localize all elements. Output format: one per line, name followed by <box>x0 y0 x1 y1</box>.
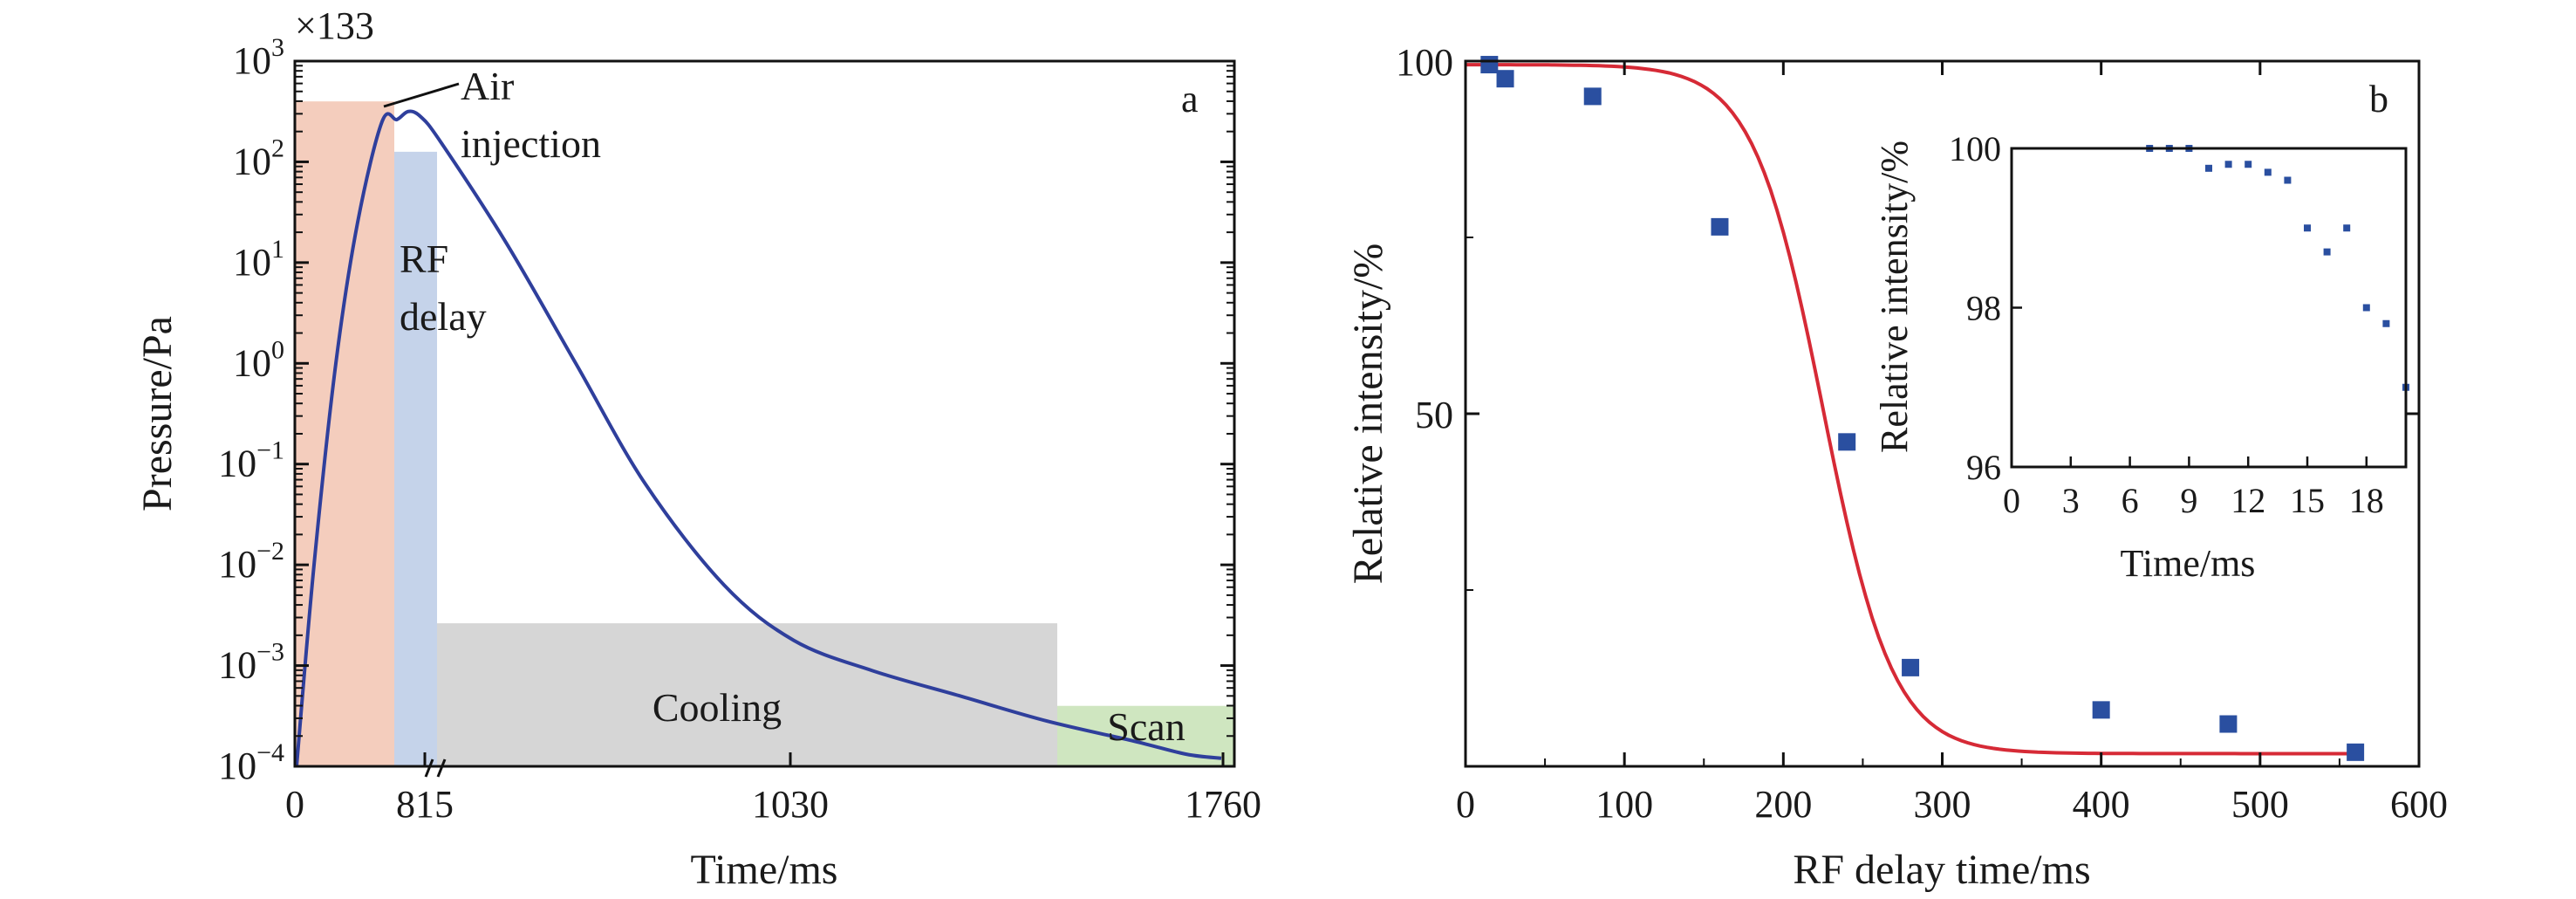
x-tick-label: 0 <box>1456 783 1475 826</box>
inset-x-tick-label: 9 <box>2180 481 2197 520</box>
x-tick-label: 100 <box>1595 783 1653 826</box>
inset-data-point <box>2323 248 2331 256</box>
data-point <box>1496 70 1514 88</box>
panel-b-x-ticks: 0 100 200 300 400 500 600 <box>1456 61 2448 826</box>
scan-label: Scan <box>1107 704 1185 749</box>
panel-b-letter: b <box>2369 78 2388 120</box>
x-tick-label: 1030 <box>752 783 829 826</box>
y-tick-label: 100 <box>233 335 284 384</box>
data-point <box>2092 701 2110 719</box>
panel-a-letter: a <box>1181 78 1199 120</box>
inset-data-point <box>2343 224 2351 232</box>
inset-x-ticks: 0 3 6 9 12 15 18 <box>2003 456 2384 520</box>
panel-b-chart: 50 100 0 100 200 300 400 500 600 b RF delay tim… <box>1345 41 2448 893</box>
rf-delay-label-2: delay <box>400 294 487 339</box>
x-tick-label: 300 <box>1914 783 1971 826</box>
data-point <box>1583 87 1602 106</box>
panel-a-x-axis-label: Time/ms <box>691 847 838 893</box>
panel-a-y-axis-label: Pressure/Pa <box>134 316 181 511</box>
data-point <box>2347 743 2365 761</box>
inset-data-point <box>2362 304 2370 312</box>
x-tick-label: 400 <box>2073 783 2130 826</box>
data-point <box>2219 715 2238 733</box>
inset-y-tick-label: 100 <box>1949 129 2001 168</box>
multiplier-label: ×133 <box>295 4 374 47</box>
data-point <box>1902 658 1920 676</box>
inset-data-point <box>2224 161 2232 168</box>
inset-x-tick-label: 0 <box>2003 481 2020 520</box>
annotation-leader <box>383 82 460 108</box>
inset-data-point <box>2382 319 2390 327</box>
inset-data-point <box>2264 168 2272 176</box>
inset-x-tick-label: 3 <box>2062 481 2080 520</box>
inset-y-ticks: 96 98 100 <box>1949 129 2022 487</box>
y-tick-label: 103 <box>233 33 284 82</box>
x-tick-label: 200 <box>1754 783 1812 826</box>
inset-x-tick-label: 6 <box>2122 481 2139 520</box>
y-tick-label: 101 <box>233 235 284 284</box>
panel-a-regions <box>295 101 1234 766</box>
axis-break-mark <box>436 758 447 778</box>
inset-data-point <box>2284 176 2292 184</box>
inset-background <box>2012 148 2406 467</box>
data-point <box>1711 217 1729 236</box>
inset-data-point <box>2205 164 2212 172</box>
x-tick-label: 500 <box>2231 783 2289 826</box>
panel-a-frame <box>293 59 1236 768</box>
axis-break-mark <box>424 758 434 778</box>
inset-chart: 96 98 100 0 3 6 9 12 15 18 Time/ms Relative inte… <box>1873 129 2409 585</box>
y-tick-label: 10−2 <box>218 537 284 586</box>
inset-x-tick-label: 12 <box>2231 481 2265 520</box>
inset-y-axis-label: Relative intensity/% <box>1873 141 1916 453</box>
panel-b-x-axis-label: RF delay time/ms <box>1793 847 2090 893</box>
y-tick-label: 100 <box>1396 41 1453 84</box>
inset-y-tick-label: 98 <box>1966 289 2001 328</box>
panel-b-y-axis-label: Relative intensity/% <box>1345 244 1391 585</box>
inset-x-tick-label: 18 <box>2349 481 2384 520</box>
inset-x-tick-label: 15 <box>2290 481 2325 520</box>
x-tick-label: 1760 <box>1185 783 1261 826</box>
panel-a-y-ticks: 103 102 101 100 10−1 10−2 10−3 10−4 <box>218 33 1234 787</box>
rf-delay-label-1: RF <box>400 237 448 281</box>
data-point <box>1480 56 1499 74</box>
panel-b-y-ticks: 50 100 <box>1396 41 2419 591</box>
inset-data-point <box>2245 161 2252 168</box>
region-rf-delay <box>394 151 437 766</box>
data-point <box>1838 433 1856 451</box>
y-tick-label: 10−3 <box>218 638 284 687</box>
annotation-line-2: injection <box>461 121 601 166</box>
x-tick-label: 0 <box>285 783 304 826</box>
annotation-line-1: Air <box>461 64 514 108</box>
panel-a-chart: 103 102 101 100 10−1 10−2 10−3 10−4 0 815 1030 176… <box>134 4 1261 893</box>
inset-x-axis-label: Time/ms <box>2121 542 2256 585</box>
y-tick-label: 50 <box>1415 394 1453 436</box>
panel-a-x-ticks: 0 815 1030 1760 <box>285 752 1261 826</box>
x-tick-label: 815 <box>396 783 454 826</box>
inset-y-tick-label: 96 <box>1966 448 2001 487</box>
x-tick-label: 600 <box>2390 783 2448 826</box>
region-air-injection <box>295 101 394 766</box>
inset-data-point <box>2304 224 2311 232</box>
y-tick-label: 10−4 <box>218 738 284 787</box>
y-tick-label: 10−1 <box>218 436 284 485</box>
panel-b-points <box>1480 56 2365 761</box>
y-tick-label: 102 <box>233 134 284 182</box>
sigmoid-fit-curve <box>1466 63 2362 756</box>
pressure-curve <box>295 109 1222 767</box>
cooling-label: Cooling <box>653 685 782 730</box>
